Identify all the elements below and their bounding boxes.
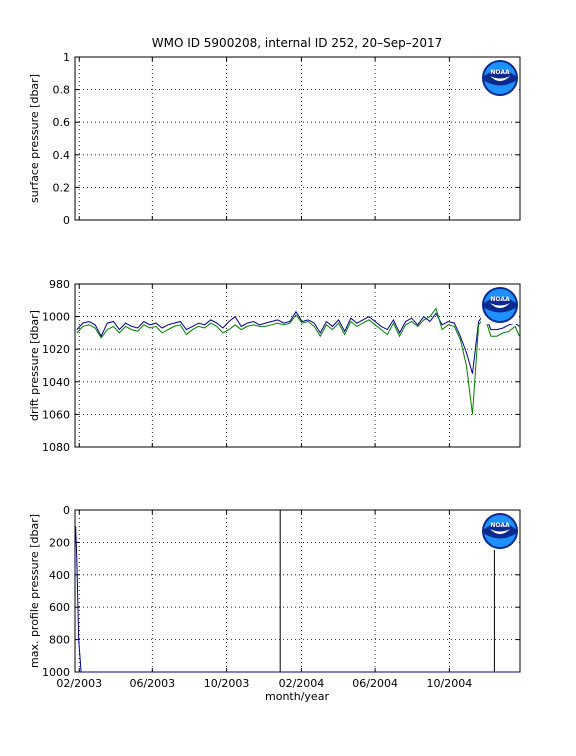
noaa-bird-icon <box>483 70 517 86</box>
series-line-blue <box>75 526 520 673</box>
noaa-logo-text: NOAA <box>490 522 510 529</box>
y-tick-label: 1000 <box>42 311 70 324</box>
plot-area-1 <box>74 56 521 221</box>
y-tick-label: 1020 <box>42 343 70 356</box>
noaa-logo-3: NOAA <box>481 512 519 550</box>
y-tick-label: 0.2 <box>53 181 71 194</box>
panel-1: 0 0.2 0.4 0.6 0.8 1 surface pressure [dbar] NOA… <box>28 51 521 227</box>
y-axis-label: drift pressure [dbar] <box>28 310 41 421</box>
y-tick-label: 800 <box>49 634 70 647</box>
panel-3: 02/2003 06/2003 10/2003 02/2004 06/2004 10/20… <box>28 504 521 690</box>
noaa-wave-icon <box>490 303 510 308</box>
figure-title: WMO ID 5900208, internal ID 252, 20–Sep–… <box>152 36 443 50</box>
y-tick-label: 400 <box>49 569 70 582</box>
x-tick-label: 02/2003 <box>56 677 102 690</box>
x-tick-label: 06/2003 <box>129 677 175 690</box>
noaa-wave-icon <box>490 76 510 81</box>
noaa-logo-2: NOAA <box>481 286 519 324</box>
y-tick-label: 0.4 <box>53 149 71 162</box>
noaa-logo-1: NOAA <box>481 59 519 97</box>
y-tick-label: 1040 <box>42 376 70 389</box>
plot-area-3 <box>74 509 521 673</box>
noaa-wave-icon <box>490 529 510 534</box>
y-axis-label: surface pressure [dbar] <box>28 74 41 203</box>
noaa-logo-text: NOAA <box>490 69 510 76</box>
y-tick-label: 0 <box>63 214 70 227</box>
y-tick-label: 600 <box>49 601 70 614</box>
y-tick-label: 980 <box>49 278 70 291</box>
y-tick-label: 0.8 <box>53 84 71 97</box>
noaa-bird-icon <box>483 297 517 313</box>
x-tick-label: 02/2004 <box>279 677 325 690</box>
plot-area-2 <box>74 283 521 448</box>
y-axis-label: max. profile pressure [dbar] <box>28 514 41 668</box>
y-tick-label: 200 <box>49 536 70 549</box>
noaa-logo-text: NOAA <box>490 296 510 303</box>
x-tick-label: 10/2003 <box>204 677 250 690</box>
y-tick-label: 0 <box>63 504 70 517</box>
y-tick-label: 1000 <box>42 666 70 679</box>
noaa-bird-icon <box>483 523 517 539</box>
series-line-green <box>76 307 520 415</box>
y-tick-label: 1 <box>63 51 70 64</box>
x-axis-label: month/year <box>265 690 329 703</box>
y-tick-label: 0.6 <box>53 116 71 129</box>
x-tick-label: 10/2004 <box>427 677 473 690</box>
panels: 0 0.2 0.4 0.6 0.8 1 surface pressure [dbar] NOA… <box>28 51 521 690</box>
series-line-blue <box>76 310 520 374</box>
y-tick-label: 1060 <box>42 408 70 421</box>
panel-2: 980 1000 1020 1040 1060 1080 drift pressure [d… <box>28 278 521 454</box>
y-tick-label: 1080 <box>42 441 70 454</box>
x-tick-label: 06/2004 <box>352 677 398 690</box>
